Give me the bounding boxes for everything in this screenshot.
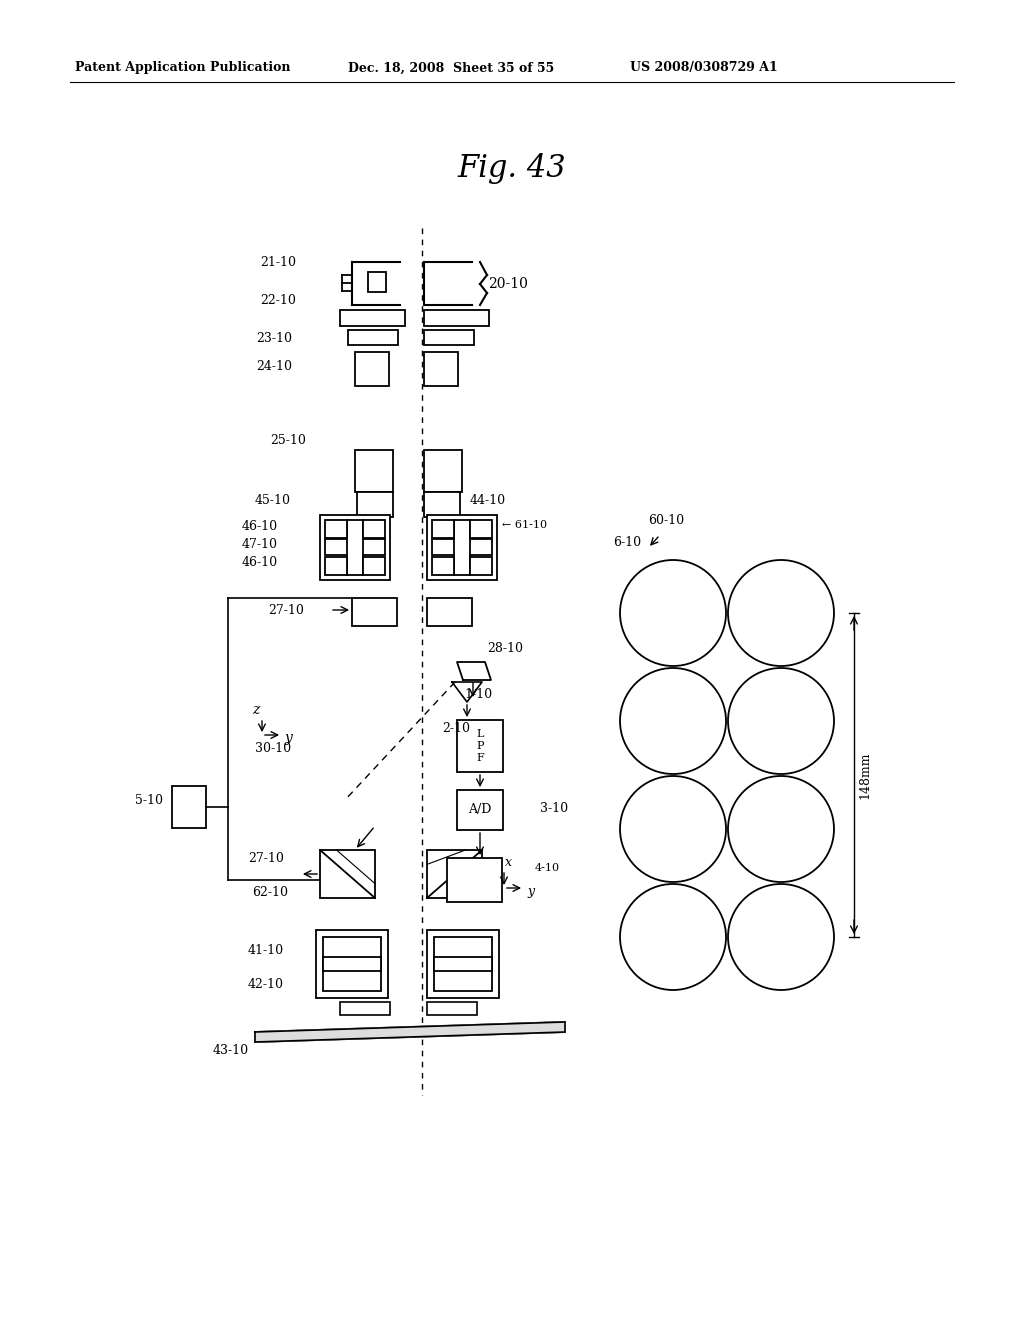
Bar: [434, 957, 492, 972]
Text: 46-10: 46-10: [242, 557, 279, 569]
Text: 60-10: 60-10: [648, 513, 684, 527]
Bar: [457, 719, 503, 772]
Text: 2-10: 2-10: [442, 722, 470, 734]
Bar: [323, 937, 381, 991]
Text: x: x: [505, 857, 512, 870]
Text: 30-10: 30-10: [255, 742, 291, 755]
Text: 44-10: 44-10: [470, 494, 506, 507]
Text: 43-10: 43-10: [213, 1044, 249, 1056]
Text: 42-10: 42-10: [248, 978, 284, 991]
Circle shape: [728, 884, 834, 990]
Bar: [316, 931, 388, 998]
Bar: [172, 785, 206, 828]
Bar: [352, 598, 397, 626]
Bar: [470, 557, 492, 576]
Bar: [325, 557, 347, 576]
Bar: [432, 539, 492, 554]
Bar: [432, 557, 454, 576]
Circle shape: [620, 884, 726, 990]
Text: 41-10: 41-10: [248, 944, 284, 957]
Polygon shape: [255, 1022, 565, 1041]
Bar: [325, 539, 385, 554]
Bar: [362, 557, 385, 576]
Text: Patent Application Publication: Patent Application Publication: [75, 62, 291, 74]
Bar: [424, 450, 462, 492]
Circle shape: [728, 668, 834, 774]
Bar: [347, 520, 362, 576]
Text: 28-10: 28-10: [487, 642, 523, 655]
Bar: [424, 492, 460, 517]
Circle shape: [620, 560, 726, 667]
Text: 6-10: 6-10: [613, 536, 641, 549]
Bar: [362, 520, 385, 539]
Bar: [427, 515, 497, 579]
Bar: [432, 520, 454, 539]
Bar: [319, 850, 375, 898]
Text: 22-10: 22-10: [260, 293, 296, 306]
Text: 47-10: 47-10: [242, 539, 278, 552]
Text: 24-10: 24-10: [256, 359, 292, 372]
Bar: [424, 310, 489, 326]
Circle shape: [728, 776, 834, 882]
Bar: [447, 858, 502, 902]
Bar: [340, 310, 406, 326]
Text: y: y: [527, 884, 535, 898]
Bar: [424, 352, 458, 385]
Bar: [319, 515, 390, 579]
Text: US 2008/0308729 A1: US 2008/0308729 A1: [630, 62, 778, 74]
Text: A/D: A/D: [468, 804, 492, 817]
Text: z: z: [252, 704, 259, 717]
Bar: [325, 520, 347, 539]
Bar: [434, 937, 492, 991]
Text: Fig. 43: Fig. 43: [458, 153, 566, 183]
Bar: [457, 789, 503, 830]
Bar: [355, 352, 389, 385]
Text: 20-10: 20-10: [488, 277, 528, 290]
Text: 45-10: 45-10: [255, 494, 291, 507]
Circle shape: [620, 776, 726, 882]
Text: 25-10: 25-10: [270, 433, 306, 446]
Bar: [454, 520, 470, 576]
Text: 3-10: 3-10: [540, 801, 568, 814]
Bar: [355, 450, 393, 492]
Text: 148mm: 148mm: [858, 751, 871, 799]
Bar: [368, 272, 386, 292]
Bar: [427, 1002, 477, 1015]
Text: Dec. 18, 2008  Sheet 35 of 55: Dec. 18, 2008 Sheet 35 of 55: [348, 62, 554, 74]
Bar: [348, 330, 398, 345]
Text: 46-10: 46-10: [242, 520, 279, 533]
Polygon shape: [457, 663, 490, 680]
Circle shape: [620, 668, 726, 774]
Text: 21-10: 21-10: [260, 256, 296, 268]
Text: ← 61-10: ← 61-10: [502, 520, 547, 531]
Text: 27-10: 27-10: [268, 603, 304, 616]
Circle shape: [728, 560, 834, 667]
Text: 23-10: 23-10: [256, 331, 292, 345]
Text: 62-10: 62-10: [252, 886, 288, 899]
Bar: [427, 598, 472, 626]
Text: 5-10: 5-10: [135, 793, 163, 807]
Text: y: y: [285, 731, 293, 744]
Polygon shape: [452, 682, 482, 702]
Text: 27-10: 27-10: [248, 851, 284, 865]
Bar: [427, 931, 499, 998]
Bar: [323, 957, 381, 972]
Bar: [470, 520, 492, 539]
Bar: [357, 492, 393, 517]
Text: L
P
F: L P F: [476, 730, 484, 763]
Text: 4-10: 4-10: [535, 863, 560, 873]
Bar: [427, 850, 482, 898]
Bar: [424, 330, 474, 345]
Bar: [340, 1002, 390, 1015]
Text: 1-10: 1-10: [464, 689, 493, 701]
